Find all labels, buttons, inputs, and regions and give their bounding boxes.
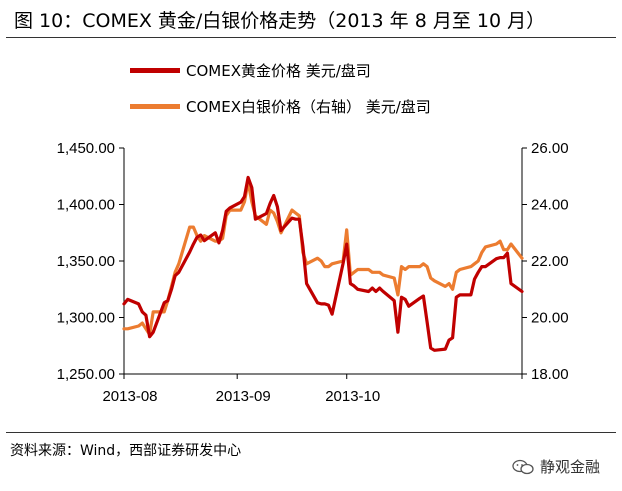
chart-series: [122, 175, 524, 352]
left-y-tick-label: 1,300.00: [57, 310, 115, 327]
gold-price-line: [122, 175, 524, 352]
wechat-icon: [512, 459, 534, 474]
left-y-tick-label: 1,450.00: [57, 140, 115, 157]
watermark-text: 静观金融: [540, 458, 601, 476]
top-rule: [6, 37, 616, 38]
legend-item-silver: COMEX白银价格（右轴） 美元/盘司: [130, 96, 431, 117]
bottom-rule: [6, 432, 616, 433]
silver-price-line: [122, 180, 524, 337]
source-note: 资料来源：Wind，西部证券研发中心: [10, 443, 242, 459]
right-y-tick-label: 22.00: [531, 253, 569, 270]
left-y-tick-label: 1,250.00: [57, 366, 115, 383]
right-y-tick-label: 18.00: [531, 366, 569, 383]
x-tick-label: 2013-09: [216, 388, 271, 405]
x-tick-label: 2013-10: [325, 388, 380, 405]
legend-label-gold: COMEX黄金价格 美元/盘司: [186, 62, 371, 80]
legend-item-gold: COMEX黄金价格 美元/盘司: [130, 60, 371, 81]
figure-title: 图 10：COMEX 黄金/白银价格走势（2013 年 8 月至 10 月）: [14, 10, 546, 32]
legend-swatch-gold: [130, 68, 180, 73]
chart-axes: [119, 147, 527, 379]
legend-label-silver: COMEX白银价格（右轴） 美元/盘司: [186, 98, 431, 116]
chart-tick-labels: 1,250.00 1,300.00 1,350.00 1,400.00 1,450.00…: [57, 140, 569, 405]
left-y-tick-label: 1,400.00: [57, 197, 115, 214]
left-y-tick-label: 1,350.00: [57, 253, 115, 270]
right-y-tick-label: 24.00: [531, 197, 569, 214]
x-tick-label: 2013-08: [102, 388, 157, 405]
right-y-tick-label: 20.00: [531, 310, 569, 327]
right-y-tick-label: 26.00: [531, 140, 569, 157]
watermark: 静观金融: [512, 456, 600, 477]
legend-swatch-silver: [130, 104, 180, 109]
